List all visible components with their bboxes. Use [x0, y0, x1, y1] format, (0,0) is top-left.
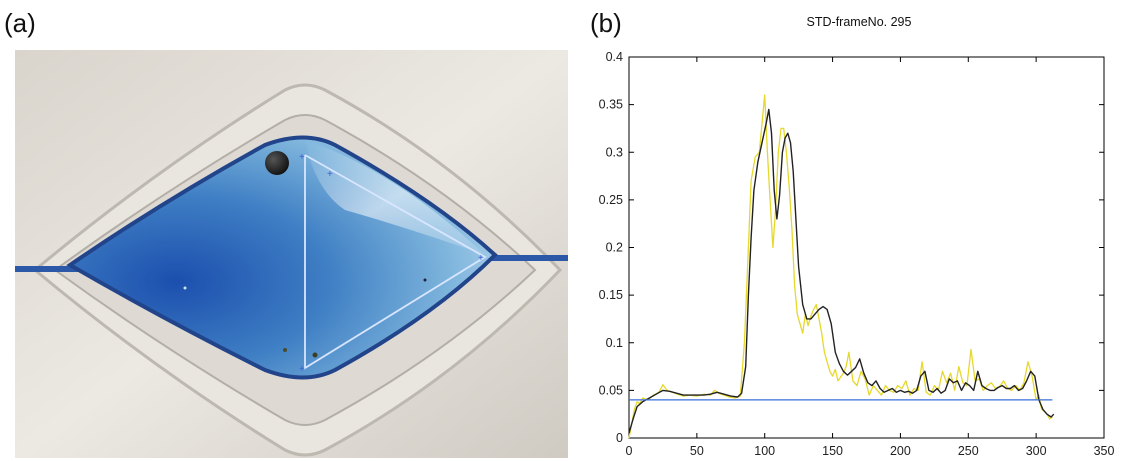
y-tick-label: 0.2 — [606, 241, 623, 255]
y-tick-label: 0.3 — [606, 145, 623, 159]
panel-label-a: (a) — [4, 8, 36, 38]
x-tick-label: 150 — [822, 444, 843, 458]
svg-text:+: + — [327, 169, 333, 180]
y-tick-label: 0.4 — [606, 50, 623, 64]
x-tick-label: 100 — [754, 444, 775, 458]
panel-label-b: (b) — [590, 8, 622, 38]
plot-area-frame — [628, 56, 1105, 439]
svg-text:+: + — [299, 152, 305, 163]
smooth-series-line — [628, 108, 1055, 434]
chart-title: STD-frameNo. 295 — [807, 15, 912, 29]
x-axis: 0 50 100 150 200 250 300 350 — [626, 57, 1115, 458]
x-tick-label: 250 — [958, 444, 979, 458]
x-tick-label: 0 — [626, 444, 633, 458]
y-tick-label: 0.1 — [606, 336, 623, 350]
svg-text:+: + — [299, 364, 305, 375]
x-tick-label: 200 — [890, 444, 911, 458]
chamber-photo: + + + + — [15, 50, 568, 458]
x-tick-label: 350 — [1094, 444, 1115, 458]
series-layer — [628, 94, 1055, 439]
x-tick-label: 300 — [1026, 444, 1047, 458]
y-tick-label: 0.35 — [599, 98, 623, 112]
y-tick-label: 0.25 — [599, 193, 623, 207]
y-tick-label: 0 — [616, 431, 623, 445]
std-line-chart: STD-frameNo. 295 00.050.10.150.20.250.30… — [599, 15, 1115, 458]
y-tick-label: 0.05 — [599, 383, 623, 397]
svg-text:+: + — [478, 253, 484, 264]
y-tick-label: 0.15 — [599, 288, 623, 302]
x-tick-label: 50 — [690, 444, 704, 458]
y-axis: 0 0.05 0.1 0.15 0.2 0.25 0.3 0.35 0.4 — [599, 50, 1104, 445]
